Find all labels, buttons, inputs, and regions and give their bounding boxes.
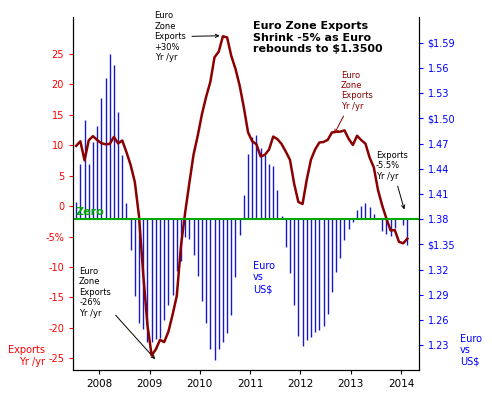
Text: Euro
Zone
Exports
+30%
Yr /yr: Euro Zone Exports +30% Yr /yr [154,11,218,62]
Text: Exports
-5.5%
Yr /yr: Exports -5.5% Yr /yr [376,151,408,209]
Text: Euro Zone Exports
Shrink -5% as Euro
rebounds to $1.3500: Euro Zone Exports Shrink -5% as Euro reb… [253,21,382,54]
Y-axis label: Exports
Yr /yr: Exports Yr /yr [8,345,45,367]
Text: Zero: Zero [75,207,104,217]
Text: Euro
vs
US$: Euro vs US$ [253,261,275,294]
Text: Euro
Zone
Exports
-26%
Yr /yr: Euro Zone Exports -26% Yr /yr [79,267,154,358]
Text: Euro
Zone
Exports
Yr /yr: Euro Zone Exports Yr /yr [335,71,372,133]
Y-axis label: Euro
vs
US$: Euro vs US$ [460,334,482,367]
